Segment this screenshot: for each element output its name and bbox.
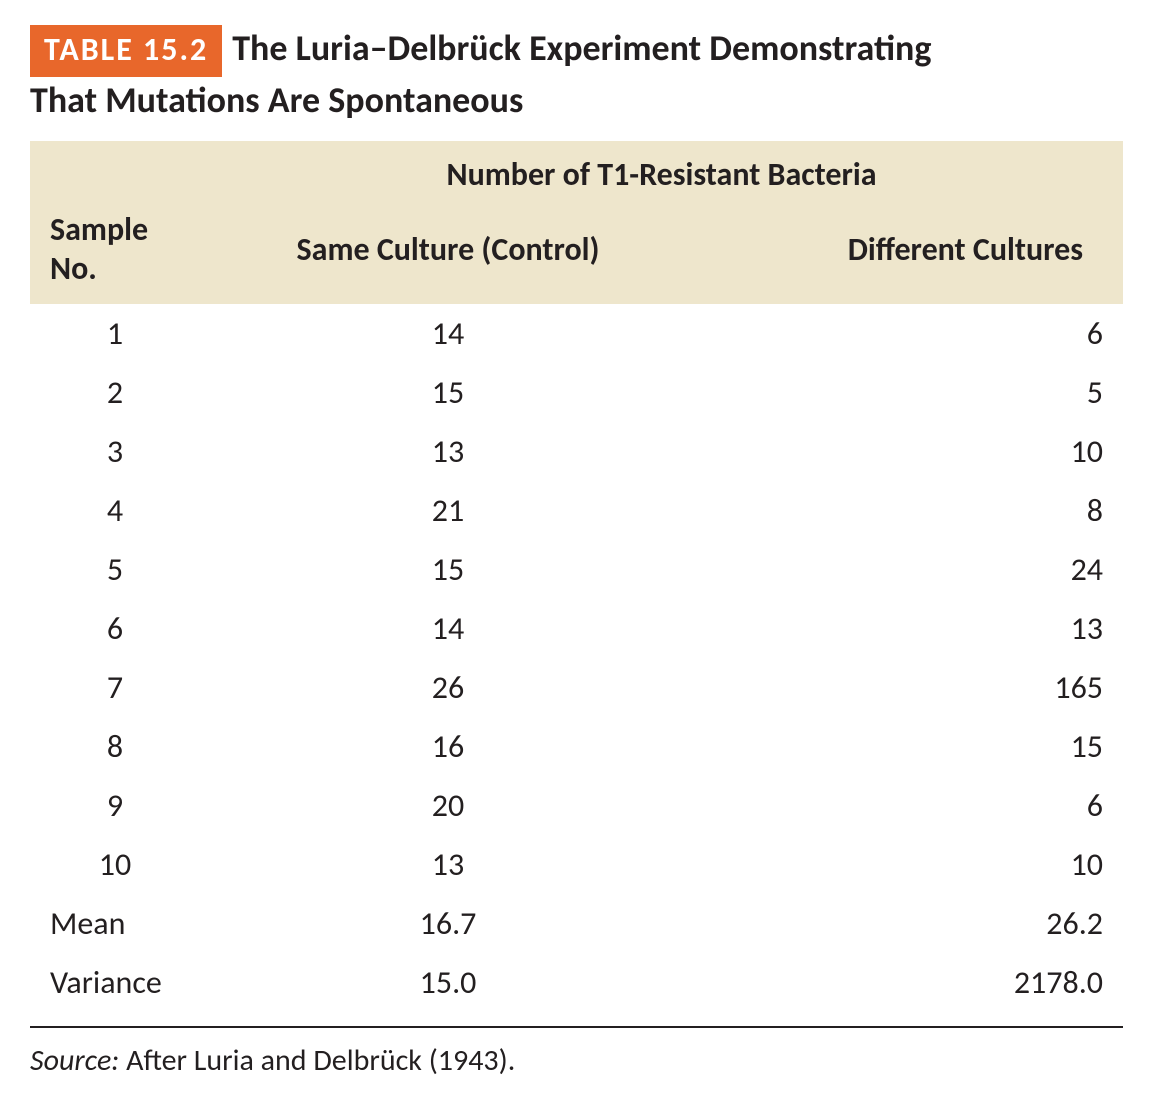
cell-diff: 13 [696, 599, 1123, 658]
cell-diff: 15 [696, 717, 1123, 776]
cell-diff: 165 [696, 658, 1123, 717]
cell-control: 15 [200, 363, 696, 422]
cell-sample: 8 [30, 717, 200, 776]
luria-delbruck-table: Number of T1-Resistant Bacteria Sample N… [30, 141, 1123, 1022]
source-text: After Luria and Delbrück (1943). [126, 1042, 515, 1079]
table-row: 2155 [30, 363, 1123, 422]
cell-control: 14 [200, 304, 696, 363]
cell-diff: 8 [696, 481, 1123, 540]
table-row: 51524 [30, 540, 1123, 599]
source-label: Source: [30, 1042, 119, 1079]
cell-sample: 10 [30, 835, 200, 894]
cell-sample: Mean [30, 894, 200, 953]
cell-diff: 6 [696, 304, 1123, 363]
table-title-line2: That Mutations Are Spontaneous [30, 77, 1123, 124]
cell-control: 16 [200, 717, 696, 776]
cell-sample: 4 [30, 481, 200, 540]
table-row: 1146 [30, 304, 1123, 363]
cell-sample: 2 [30, 363, 200, 422]
summary-row: Mean16.726.2 [30, 894, 1123, 953]
cell-sample: 7 [30, 658, 200, 717]
cell-sample: 9 [30, 776, 200, 835]
cell-diff: 10 [696, 422, 1123, 481]
cell-control: 21 [200, 481, 696, 540]
cell-control: 15 [200, 540, 696, 599]
table-row: 61413 [30, 599, 1123, 658]
cell-control: 13 [200, 422, 696, 481]
header-blank [30, 141, 200, 204]
table-row: 726165 [30, 658, 1123, 717]
cell-control: 14 [200, 599, 696, 658]
cell-control: 16.7 [200, 894, 696, 953]
col-header-diff: Different Cultures [696, 204, 1123, 304]
source-line: Source: After Luria and Delbrück (1943). [30, 1026, 1123, 1079]
cell-diff: 10 [696, 835, 1123, 894]
cell-sample: Variance [30, 953, 200, 1022]
table-row: 4218 [30, 481, 1123, 540]
table-row: 31310 [30, 422, 1123, 481]
table-row: 81615 [30, 717, 1123, 776]
table-title-line1: The Luria–Delbrück Experiment Demonstrat… [232, 26, 931, 70]
cell-sample: 5 [30, 540, 200, 599]
summary-row: Variance15.02178.0 [30, 953, 1123, 1022]
table-body: 1146215531310421851524614137261658161592… [30, 304, 1123, 1022]
cell-diff: 5 [696, 363, 1123, 422]
cell-sample: 3 [30, 422, 200, 481]
col-header-control: Same Culture (Control) [200, 204, 696, 304]
cell-diff: 26.2 [696, 894, 1123, 953]
header-spanner: Number of T1-Resistant Bacteria [200, 141, 1123, 204]
cell-control: 15.0 [200, 953, 696, 1022]
cell-control: 26 [200, 658, 696, 717]
cell-diff: 24 [696, 540, 1123, 599]
cell-control: 20 [200, 776, 696, 835]
table-title-block: TABLE 15.2The Luria–Delbrück Experiment … [30, 25, 1123, 123]
table-row: 101310 [30, 835, 1123, 894]
cell-diff: 6 [696, 776, 1123, 835]
cell-sample: 1 [30, 304, 200, 363]
cell-control: 13 [200, 835, 696, 894]
cell-diff: 2178.0 [696, 953, 1123, 1022]
table-row: 9206 [30, 776, 1123, 835]
cell-sample: 6 [30, 599, 200, 658]
col-header-sample: Sample No. [30, 204, 200, 304]
table-number-badge: TABLE 15.2 [30, 25, 222, 77]
